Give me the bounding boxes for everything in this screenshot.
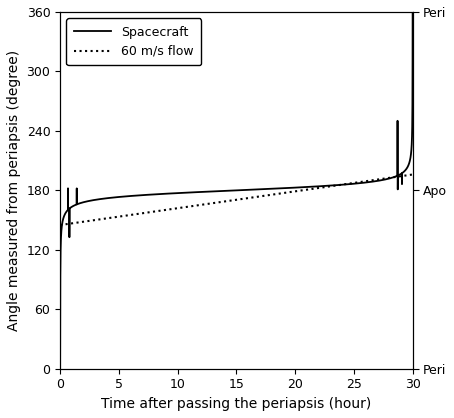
Spacecraft xyxy=(317,184,322,189)
Spacecraft xyxy=(79,200,85,205)
Spacecraft xyxy=(410,10,415,15)
Spacecraft xyxy=(405,165,410,170)
Y-axis label: Angle measured from periapsis (degree): Angle measured from periapsis (degree) xyxy=(7,50,21,331)
Line: Spacecraft: Spacecraft xyxy=(60,12,413,369)
Spacecraft xyxy=(205,189,211,194)
Spacecraft xyxy=(60,219,65,224)
Spacecraft xyxy=(276,186,282,191)
Legend: Spacecraft, 60 m/s flow: Spacecraft, 60 m/s flow xyxy=(66,18,202,66)
Spacecraft xyxy=(57,366,63,371)
X-axis label: Time after passing the periapsis (hour): Time after passing the periapsis (hour) xyxy=(101,397,371,411)
